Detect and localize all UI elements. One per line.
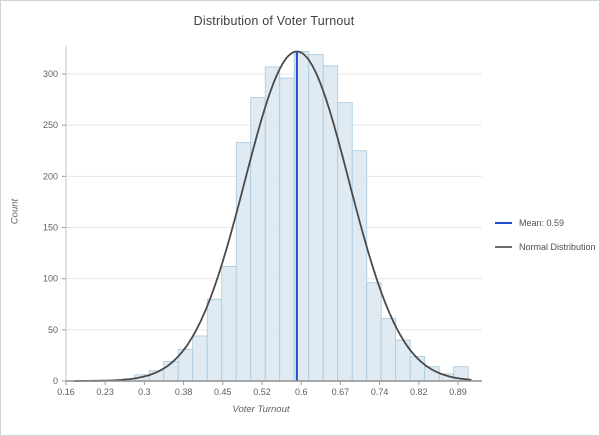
histogram-bar[interactable] [192, 335, 208, 382]
y-tick-label: 150 [43, 223, 58, 233]
legend: Mean: 0.59 Normal Distribution [495, 215, 596, 263]
normal-curve-swatch-icon [495, 246, 512, 248]
histogram-bar[interactable] [221, 265, 237, 382]
histogram-bar[interactable] [163, 361, 179, 382]
y-tick-label: 300 [43, 69, 58, 79]
y-tick-label: 100 [43, 274, 58, 284]
histogram-bar[interactable] [250, 97, 266, 382]
x-tick-label: 0.74 [371, 387, 389, 397]
x-tick-label: 0.67 [332, 387, 350, 397]
x-tick-label: 0.38 [175, 387, 193, 397]
x-tick-label: 0.89 [449, 387, 467, 397]
legend-item-mean[interactable]: Mean: 0.59 [495, 215, 596, 231]
x-tick-label: 0.52 [253, 387, 271, 397]
y-tick-label: 250 [43, 120, 58, 130]
mean-line-swatch-icon [495, 222, 512, 224]
histogram-bar[interactable] [351, 150, 368, 382]
histogram-bar[interactable] [380, 318, 397, 382]
x-axis-title: Voter Turnout [232, 404, 290, 415]
y-axis-title: Count [9, 198, 21, 225]
x-tick-label: 0.6 [295, 387, 308, 397]
histogram-bar[interactable] [308, 54, 324, 382]
x-tick-label: 0.82 [410, 387, 428, 397]
normal-distribution-curve [74, 50, 472, 382]
y-tick-label: 0 [53, 376, 58, 386]
legend-label-normal: Normal Distribution [519, 242, 596, 252]
chart-title: Distribution of Voter Turnout [193, 14, 355, 28]
x-tick-label: 0.3 [138, 387, 151, 397]
legend-label-mean: Mean: 0.59 [519, 218, 565, 228]
x-tick-label: 0.16 [57, 387, 75, 397]
y-tick-label: 50 [48, 325, 58, 335]
legend-item-normal[interactable]: Normal Distribution [495, 239, 596, 255]
histogram-bar[interactable] [409, 356, 426, 382]
histogram-bar[interactable] [235, 142, 252, 382]
x-tick-label: 0.23 [96, 387, 114, 397]
histogram-bar[interactable] [264, 66, 281, 382]
y-tick-label: 200 [43, 171, 58, 181]
histogram-bar[interactable] [279, 77, 295, 382]
histogram-bar[interactable] [366, 282, 382, 382]
histogram-bar[interactable] [206, 298, 223, 382]
x-tick-label: 0.45 [214, 387, 232, 397]
